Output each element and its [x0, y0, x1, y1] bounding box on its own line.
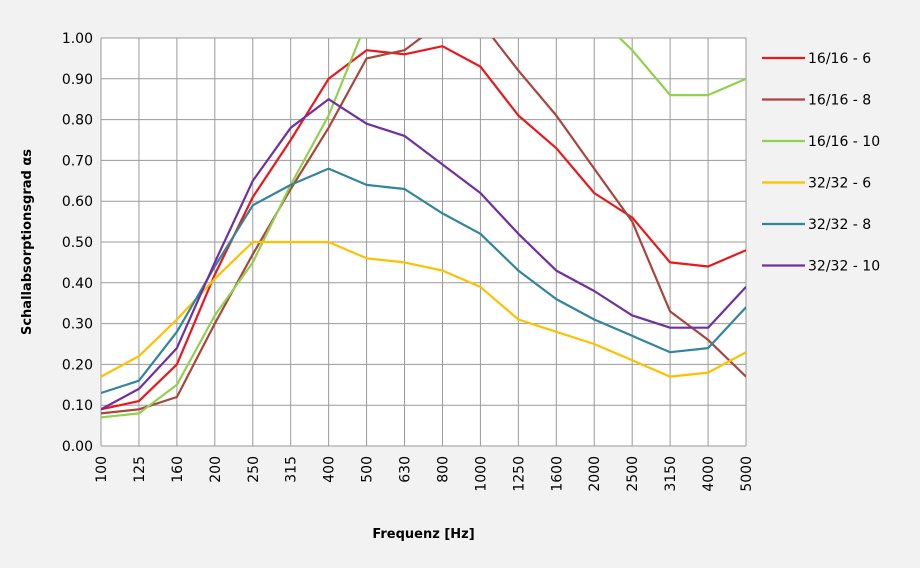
y-tick-label: 0.70	[62, 153, 93, 169]
y-axis-title: Schallabsorptionsgrad αs	[20, 149, 35, 335]
x-tick-label: 1250	[511, 456, 527, 492]
y-tick-label: 0.50	[62, 235, 93, 251]
x-tick-label: 800	[435, 456, 451, 483]
series-line-6	[101, 98, 746, 411]
legend-label: 16/16 - 10	[808, 134, 880, 150]
x-tick-label: 2500	[625, 456, 641, 492]
y-tick-label: 0.20	[62, 357, 93, 373]
x-tick-label: 4000	[701, 456, 717, 492]
legend-label: 32/32 - 6	[808, 176, 871, 192]
legend-label: 32/32 - 8	[808, 217, 871, 233]
y-tick-label: 0.90	[62, 72, 93, 88]
legend-label: 32/32 - 10	[808, 259, 880, 275]
y-tick-labels: 0.00 0.10 0.20 0.30 0.40 0.50 0.60 0.70 0.80 0.90…	[62, 31, 93, 455]
y-tick-label: 0.30	[62, 317, 93, 333]
y-tick-label: 0.60	[62, 194, 93, 210]
x-tick-label: 5000	[739, 456, 755, 492]
x-tick-label: 315	[284, 456, 300, 483]
x-axis-title: Frequenz [Hz]	[372, 527, 474, 542]
x-tick-label: 1000	[473, 456, 489, 492]
series-line-3	[101, 38, 746, 419]
y-tick-label: 0.80	[62, 113, 93, 129]
y-tick-label: 1.00	[62, 31, 93, 47]
y-tick-label: 0.00	[62, 439, 93, 455]
x-tick-label: 2000	[587, 456, 603, 492]
x-tick-label: 250	[246, 456, 262, 483]
x-tick-label: 100	[94, 456, 110, 483]
x-tick-label: 200	[208, 456, 224, 483]
series-line-4	[101, 240, 746, 378]
series-line-1	[101, 45, 746, 411]
series-line-2	[101, 38, 746, 415]
x-tick-label: 125	[132, 456, 148, 483]
x-tick-label: 400	[322, 456, 338, 483]
x-tick-label: 500	[360, 456, 376, 483]
y-tick-label: 0.40	[62, 276, 93, 292]
x-tick-label: 630	[398, 456, 414, 483]
legend: 16/16 - 6 16/16 - 8 16/16 - 10 32/32 - 6 32/…	[762, 51, 880, 275]
x-tick-labels: 100 125 160 200 250 315 400 500 630 800 1000 1250 16…	[94, 456, 755, 492]
series-lines	[101, 38, 746, 419]
x-tick-label: 160	[170, 456, 186, 483]
legend-label: 16/16 - 6	[808, 51, 871, 67]
legend-label: 16/16 - 8	[808, 93, 871, 109]
x-tick-label: 1600	[549, 456, 565, 492]
y-tick-label: 0.10	[62, 398, 93, 414]
x-tick-label: 3150	[663, 456, 679, 492]
